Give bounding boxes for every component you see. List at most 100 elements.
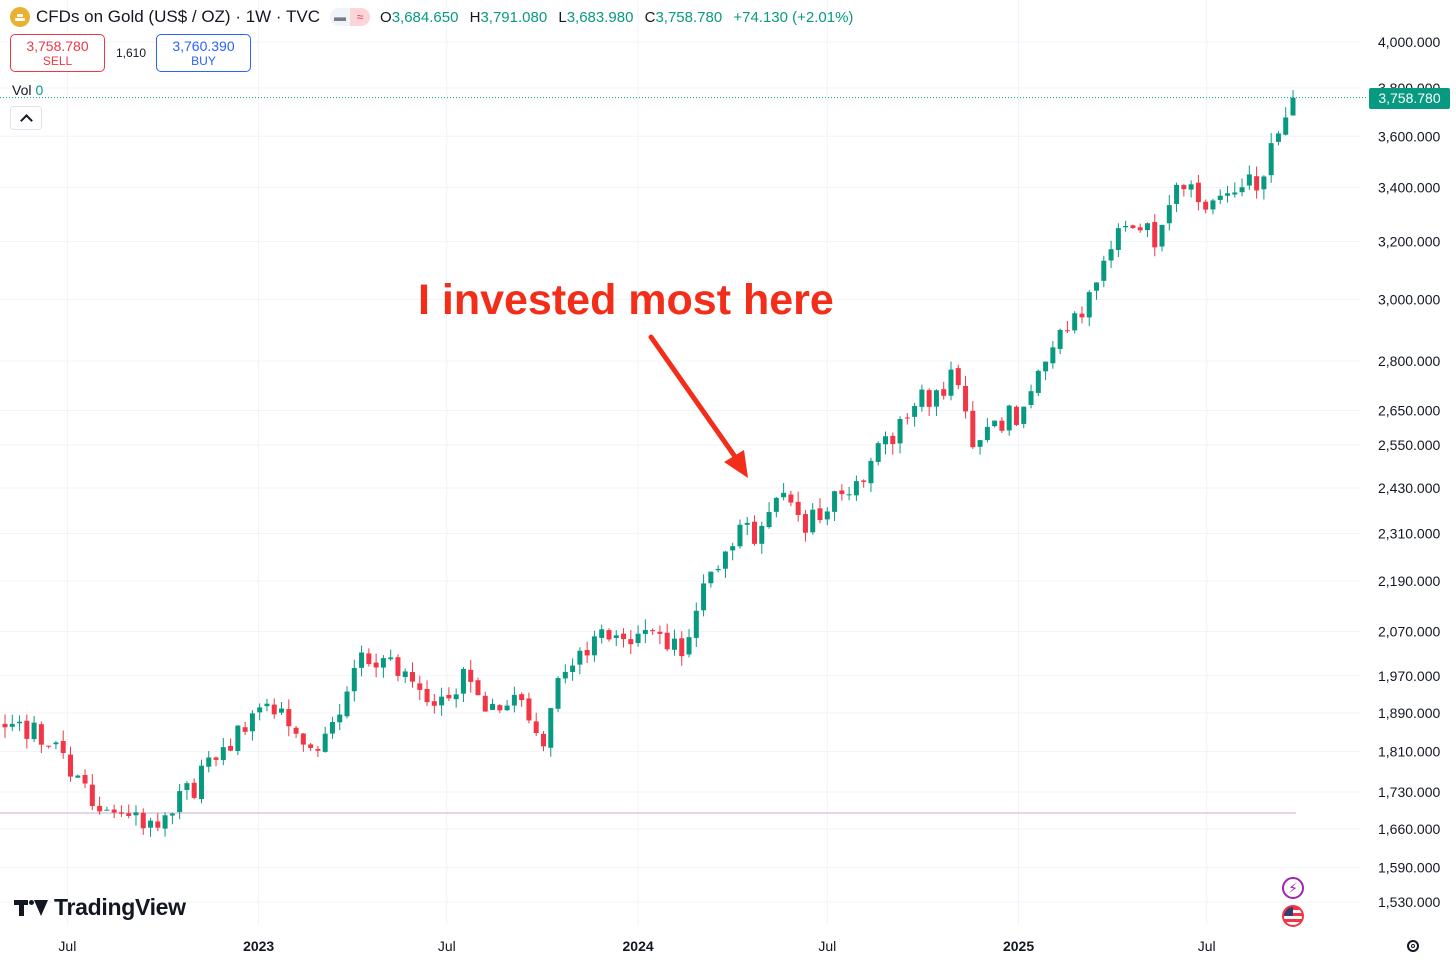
last-price-tag: 3,758.780 [1369,88,1450,109]
y-tick-label: 3,200.000 [1378,234,1440,250]
x-tick-label: Jul [1198,938,1216,954]
close-key: C [644,8,656,26]
candle [970,401,976,450]
candle [271,698,277,719]
y-tick-label: 1,810.000 [1378,744,1440,760]
candle [24,714,30,749]
y-tick-label: 1,530.000 [1378,894,1440,910]
sell-label: SELL [42,54,73,68]
candle [853,475,859,502]
candle [526,692,532,724]
spread-value: 1,610 [116,46,147,60]
collapse-legend-button[interactable] [10,106,42,130]
minus-icon[interactable]: ▬ [334,10,347,24]
candle [468,659,474,693]
candle [577,647,583,675]
grid [0,0,1360,925]
y-tick-label: 2,070.000 [1378,623,1440,639]
candle [1013,405,1019,427]
candle [1254,166,1260,199]
price-axis[interactable]: 4,000.0003,800.0003,600.0003,400.0003,20… [1378,34,1440,910]
candle [722,550,728,578]
candle [1064,320,1070,333]
candle [497,704,503,714]
candle [366,648,372,667]
y-tick-label: 1,970.000 [1378,668,1440,684]
approx-icon[interactable]: ≈ [350,8,371,26]
candle [795,491,801,522]
candle [1283,107,1289,136]
candle [744,516,750,536]
candle [628,629,634,655]
candle [599,624,605,644]
candle [446,687,452,702]
buy-button[interactable]: 3,760.390 BUY [156,34,251,72]
indicator-pill[interactable]: ▬ ≈ [330,8,371,26]
open-key: O [380,8,392,26]
candle [897,416,903,454]
y-tick-label: 2,310.000 [1378,525,1440,541]
candle [322,726,328,753]
candle [388,649,394,662]
candle [511,686,517,713]
candle [941,381,947,400]
candle [148,817,154,837]
candle [1246,165,1252,190]
symbol-header: CFDs on Gold (US$ / OZ) · 1W · TVC ▬ ≈ O… [10,6,860,28]
candles [2,90,1296,837]
candle [337,703,343,731]
candle [1057,328,1063,355]
candle [1181,183,1187,197]
reference-lines [0,97,1368,814]
annotation-text: I invested most here [418,276,834,324]
y-tick-label: 2,800.000 [1378,353,1440,369]
candle [635,625,641,647]
candle [1225,186,1231,203]
candle [686,629,692,658]
candle [926,388,932,417]
candle [417,675,423,701]
y-tick-label: 4,000.000 [1378,34,1440,50]
candle [999,417,1005,433]
candle [1275,131,1281,146]
candle [591,630,597,662]
candle [875,441,881,466]
symbol-title[interactable]: CFDs on Gold (US$ / OZ) · 1W · TVC [36,7,321,26]
candle [766,502,772,529]
gear-icon[interactable] [1404,937,1422,955]
x-tick-label: 2023 [243,938,274,954]
candle [9,714,15,732]
candle [133,805,139,826]
candle [344,686,350,719]
tradingview-logo-icon [14,898,48,918]
candle [846,486,852,501]
candle [315,745,321,758]
candle [781,483,787,501]
candle [650,628,656,635]
lightning-icon[interactable]: ⚡ [1282,877,1304,899]
candle [693,602,699,648]
candle [752,515,758,546]
candle [410,662,416,688]
arrow-head [724,450,748,478]
candle [671,629,677,656]
sell-button[interactable]: 3,758.780 SELL [10,34,105,72]
time-axis[interactable]: Jul 2023 Jul 2024 Jul 2025 Jul [58,938,1215,954]
volume-legend[interactable]: Vol 0 [12,82,43,98]
y-tick-label: 1,590.000 [1378,860,1440,876]
candle [890,432,896,455]
candle [475,677,481,696]
candle [992,420,998,428]
tradingview-logo[interactable]: TradingView [14,894,186,921]
y-tick-label: 1,730.000 [1378,784,1440,800]
candle [533,712,539,737]
candle [1101,255,1107,288]
candle [540,730,546,752]
candle [82,769,88,789]
candle [737,519,743,549]
us-flag-icon[interactable] [1282,905,1304,927]
buy-price: 3,760.390 [172,38,235,54]
candle [802,509,808,542]
candle [257,703,263,721]
